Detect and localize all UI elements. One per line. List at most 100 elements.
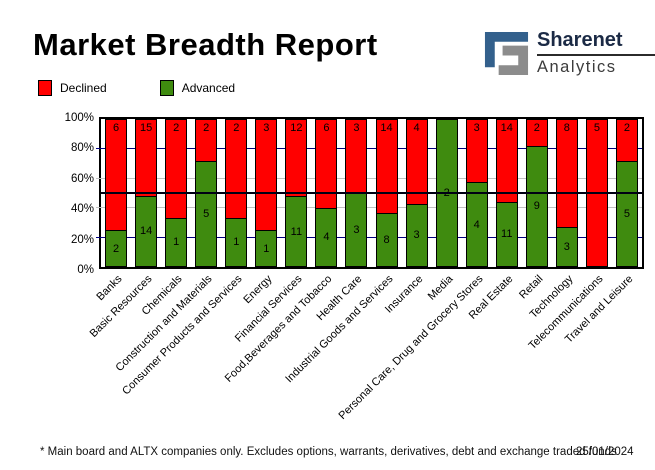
declined-value-label: 12 — [290, 122, 303, 134]
declined-value-label: 2 — [173, 122, 180, 134]
advanced-color-swatch — [159, 80, 174, 96]
declined-value-label: 3 — [353, 122, 360, 134]
declined-value-label: 2 — [203, 122, 210, 134]
advanced-value-label: 1 — [233, 236, 240, 249]
declined-value-label: 2 — [533, 122, 540, 134]
gridline-40 — [96, 207, 642, 209]
declined-segment: 2 — [165, 119, 188, 218]
advanced-value-label: 5 — [623, 208, 631, 221]
declined-segment: 2 — [615, 119, 638, 162]
bar-industrial-goods-and-services: 14 8 — [375, 119, 398, 267]
y-axis-tick-label: 0% — [77, 264, 94, 276]
declined-segment: 3 — [465, 119, 488, 183]
advanced-value-label: 4 — [323, 231, 330, 244]
advanced-value-label: 1 — [263, 242, 270, 255]
declined-segment: 6 — [315, 119, 338, 208]
advanced-segment: 4 — [315, 207, 338, 267]
plot-area: 6215142125213112116433148432341411298352… — [96, 117, 644, 269]
declined-value-label: 6 — [112, 122, 120, 134]
advanced-value-label: 14 — [139, 225, 153, 238]
declined-value-label: 2 — [623, 122, 631, 134]
declined-segment: 14 — [375, 119, 398, 214]
declined-segment: 2 — [225, 119, 248, 218]
logo-text: Sharenet Analytics — [537, 29, 655, 77]
declined-segment: 3 — [255, 119, 278, 230]
advanced-value-label: 8 — [383, 234, 390, 247]
bar-basic-resources: 15 14 — [135, 119, 158, 267]
advanced-value-label: 4 — [473, 218, 480, 231]
declined-value-label: 3 — [473, 122, 480, 134]
advanced-segment: 5 — [615, 161, 638, 267]
y-axis-tick-label: 100% — [64, 112, 94, 124]
chart-legend: Declined Advanced — [38, 80, 235, 96]
declined-value-label: 15 — [139, 122, 153, 134]
advanced-segment: 3 — [345, 193, 368, 267]
legend-item-advanced: Advanced — [159, 80, 236, 96]
declined-value-label: 6 — [323, 122, 330, 134]
y-axis-tick-label: 40% — [70, 203, 94, 216]
advanced-segment: 8 — [375, 213, 398, 267]
declined-segment: 4 — [405, 119, 428, 204]
declined-value-label: 2 — [233, 122, 240, 134]
declined-value-label: 14 — [380, 122, 393, 134]
declined-value-label: 8 — [563, 122, 570, 134]
declined-color-swatch — [38, 80, 52, 96]
declined-segment: 2 — [195, 119, 218, 162]
footnote: * Main board and ALTX companies only. Ex… — [40, 446, 617, 458]
advanced-segment: 11 — [495, 201, 518, 267]
advanced-value-label: 3 — [353, 224, 360, 236]
declined-value-label: 14 — [500, 122, 513, 134]
advanced-value-label: 5 — [203, 208, 210, 221]
declined-value-label: 3 — [263, 122, 270, 134]
declined-segment: 15 — [135, 119, 158, 196]
advanced-segment: 9 — [525, 145, 548, 267]
gridline-60 — [96, 177, 642, 179]
advanced-value-label: 1 — [173, 236, 180, 249]
legend-label-declined: Declined — [60, 81, 107, 95]
advanced-segment: 14 — [135, 195, 158, 267]
declined-segment: 6 — [105, 119, 128, 230]
advanced-segment: 1 — [225, 217, 248, 267]
legend-label-advanced: Advanced — [181, 81, 236, 95]
y-axis-tick-label: 80% — [70, 142, 94, 155]
y-axis-tick-label: 20% — [70, 233, 94, 246]
declined-segment: 8 — [555, 119, 578, 227]
bar-financial-services: 12 11 — [285, 119, 308, 267]
logo-brand-name: Sharenet — [537, 29, 655, 56]
advanced-value-label: 3 — [563, 240, 570, 253]
advanced-value-label: 9 — [533, 200, 540, 213]
gridline-20 — [96, 236, 642, 238]
sharenet-logo: Sharenet Analytics — [483, 29, 655, 77]
advanced-segment: 3 — [555, 226, 578, 267]
fifty-percent-line — [101, 192, 642, 194]
declined-value-label: 4 — [413, 122, 420, 134]
advanced-segment: 1 — [165, 217, 188, 267]
bar-real-estate: 14 11 — [495, 119, 518, 267]
y-axis-tick-label: 60% — [70, 172, 94, 185]
advanced-segment: 4 — [465, 182, 488, 267]
declined-segment: 3 — [345, 119, 368, 193]
report-date: 25/01/2024 — [576, 446, 634, 458]
advanced-value-label: 11 — [501, 228, 513, 241]
declined-value-label: 5 — [593, 122, 600, 134]
advanced-value-label: 2 — [112, 242, 120, 255]
advanced-segment: 11 — [285, 196, 308, 267]
advanced-segment: 1 — [255, 230, 278, 267]
gridline-80 — [96, 148, 642, 150]
page-title: Market Breadth Report — [33, 27, 378, 62]
declined-segment: 12 — [285, 119, 308, 197]
legend-item-declined: Declined — [38, 80, 107, 96]
sharenet-logo-icon — [484, 31, 529, 75]
logo-brand-sub: Analytics — [537, 58, 617, 76]
advanced-segment: 5 — [195, 161, 218, 267]
